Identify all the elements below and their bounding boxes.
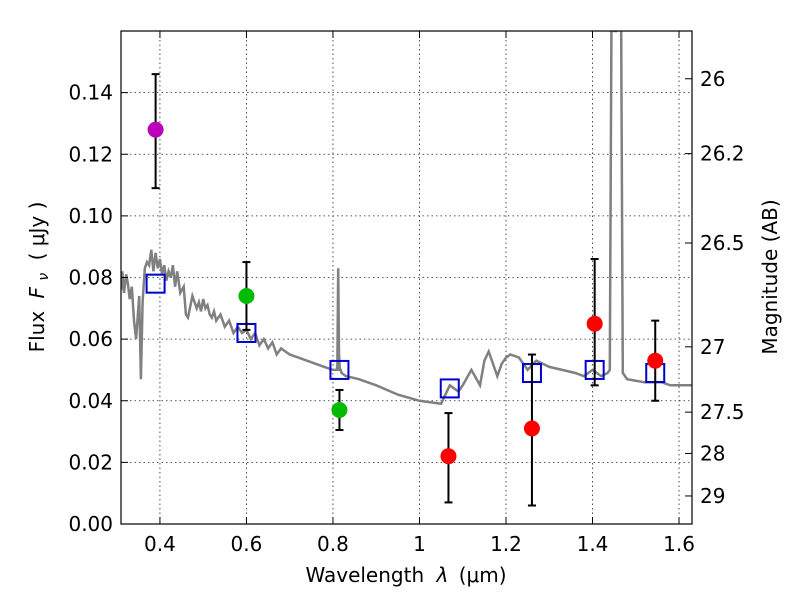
x-tick-label: 1.4	[577, 532, 609, 556]
y-axis-title-symbol: F	[25, 286, 49, 298]
model-band-series	[145, 273, 666, 399]
y-tick-label: 0.10	[68, 204, 113, 228]
y-tick-label: 0.12	[68, 142, 113, 166]
x-tick-label: 0.6	[231, 532, 263, 556]
observed-point	[331, 401, 348, 418]
y-tick-label: 0.08	[68, 266, 113, 290]
y-tick-label: 0.06	[68, 327, 113, 351]
y-axis-title-unit: ( μJy )	[25, 202, 49, 261]
y-axis: 0.00 0.02 0.04 0.06 0.08 0.10 0.12 0.14	[68, 81, 128, 536]
grid	[121, 31, 692, 525]
observation-series	[147, 73, 664, 507]
model-sed-line	[121, 31, 692, 406]
model-sed-series	[121, 31, 692, 406]
model-band-point	[145, 273, 166, 294]
y-tick-label: 0.14	[68, 81, 113, 105]
y2-tick-label: 29	[700, 484, 725, 508]
y-axis-title-subscript: ν	[36, 273, 52, 281]
observed-point	[147, 121, 164, 138]
x-tick-label: 0.4	[144, 532, 176, 556]
y2-tick-label: 28	[700, 441, 725, 465]
y2-axis-title: Magnitude (AB)	[758, 199, 782, 354]
y2-tick-label: 26.5	[700, 231, 745, 255]
y-tick-label: 0.00	[68, 512, 113, 536]
x-tick-label: 1.6	[663, 532, 695, 556]
y-tick-label: 0.02	[68, 450, 113, 474]
model-band-point	[439, 378, 460, 399]
y2-tick-label: 26.2	[700, 142, 745, 166]
y2-tick-label: 26	[700, 67, 725, 91]
x-tick-label: 1.2	[490, 532, 522, 556]
y2-tick-label: 27.5	[700, 400, 745, 424]
observed-point	[523, 420, 540, 437]
y2-tick-label: 27	[700, 335, 725, 359]
y2-axis: 26 26.2 26.5 27 27.5 28 29	[685, 67, 745, 508]
y-axis-title: Flux F ν ( μJy )	[25, 202, 53, 353]
observed-point	[586, 315, 603, 332]
x-tick-label: 0.8	[317, 532, 349, 556]
x-tick-label: 1	[413, 532, 426, 556]
observed-point	[647, 352, 664, 369]
x-axis-title-unit: (μm)	[459, 563, 507, 587]
model-band-point	[329, 359, 350, 380]
observed-point	[440, 448, 457, 465]
y-axis-title-text: Flux	[25, 311, 49, 353]
x-axis-title-text: Wavelength	[305, 563, 424, 587]
y-tick-label: 0.04	[68, 389, 113, 413]
observed-point	[238, 287, 255, 304]
x-axis-title-symbol: λ	[436, 563, 449, 587]
x-axis: 0.4 0.6 0.8 1 1.2 1.4 1.6	[144, 31, 695, 556]
x-axis-title: Wavelength λ (μm)	[305, 563, 506, 587]
